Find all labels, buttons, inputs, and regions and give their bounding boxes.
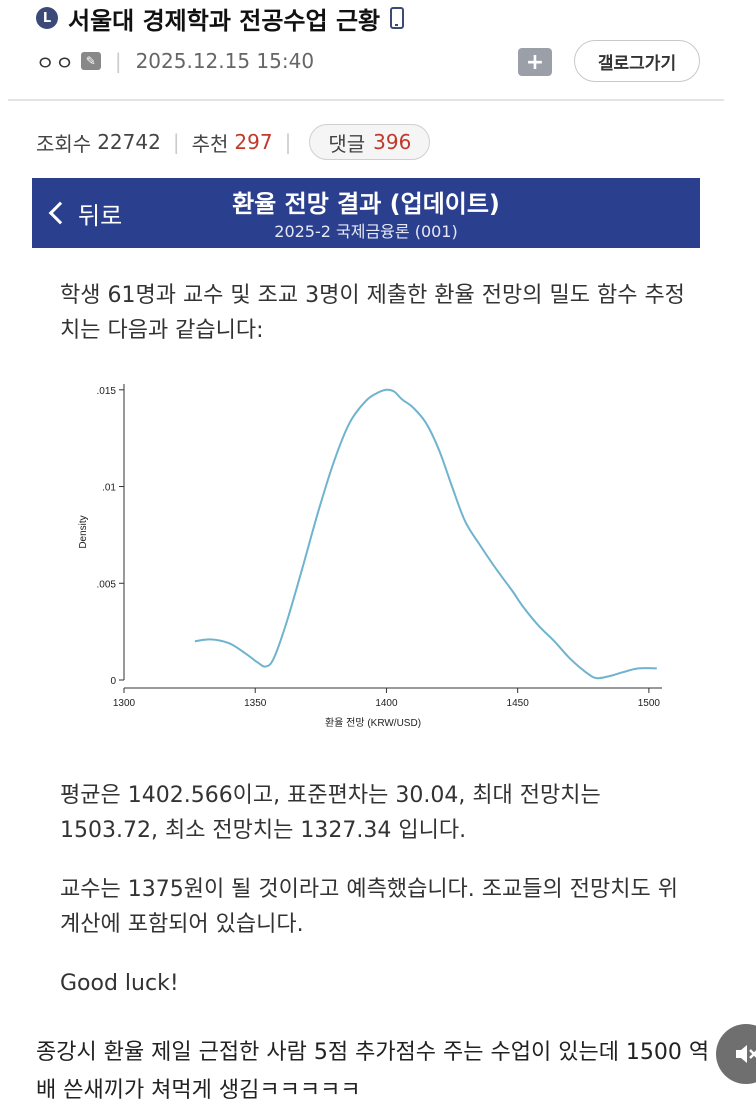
embedded-app-bar: 뒤로 환율 전망 결과 (업데이트) 2025-2 국제금융론 (001) xyxy=(32,178,700,248)
back-button[interactable]: 뒤로 xyxy=(46,178,122,248)
recommend-label: 추천 xyxy=(191,131,229,156)
y-axis-label: Density xyxy=(78,515,89,548)
comments-button[interactable]: 댓글 396 xyxy=(309,124,431,160)
board-icon[interactable]: L xyxy=(36,7,58,29)
x-tick-label: 1500 xyxy=(638,698,661,709)
comments-count: 396 xyxy=(373,130,412,154)
y-tick-label: .01 xyxy=(102,483,116,494)
x-tick-label: 1300 xyxy=(113,698,136,709)
embedded-subtitle: 2025-2 국제금융론 (001) xyxy=(274,222,458,241)
intro-text: 학생 61명과 교수 및 조교 3명이 제출한 환율 전망의 밀도 함수 추정치… xyxy=(60,283,685,343)
back-label: 뒤로 xyxy=(78,201,123,230)
post-meta: ㅇㅇ ✎ | 2025.12.15 15:40 xyxy=(36,46,314,76)
post-date: 2025.12.15 15:40 xyxy=(135,49,315,73)
x-tick-label: 1350 xyxy=(244,698,267,709)
header-divider xyxy=(8,99,724,101)
y-tick-label: 0 xyxy=(110,676,116,687)
embedded-title: 환율 전망 결과 (업데이트) xyxy=(232,190,500,218)
meta-divider: | xyxy=(114,49,122,73)
post-stats: 조회수 22742 | 추천 297 | 댓글 396 xyxy=(36,122,431,162)
post-caption: 종강시 환율 제일 근접한 사람 5점 추가점수 주는 수업이 있는데 1500… xyxy=(36,1040,710,1103)
gallery-button[interactable]: 갤로그가기 xyxy=(574,40,700,82)
x-tick-label: 1400 xyxy=(375,698,398,709)
density-line xyxy=(194,388,657,680)
views-count: 22742 xyxy=(97,130,161,154)
mute-button[interactable] xyxy=(716,1024,756,1084)
post-title: 서울대 경제학과 전공수업 근황 xyxy=(68,6,381,35)
writer-icon: ✎ xyxy=(80,52,101,70)
recommend-count: 297 xyxy=(234,130,273,154)
stats-divider: | xyxy=(284,130,292,154)
x-axis-label: 환율 전망 (KRW/USD) xyxy=(325,717,421,729)
x-tick-label: 1450 xyxy=(507,698,530,709)
mute-icon xyxy=(736,1045,756,1063)
density-chart: 0 .005 .01 .015 1300 1350 1400 1450 1500 환율 전망 (K… xyxy=(78,384,662,729)
mobile-icon xyxy=(390,7,405,29)
views-label: 조회수 xyxy=(36,131,92,156)
author-name[interactable]: ㅇㅇ xyxy=(36,50,75,75)
y-tick-label: .015 xyxy=(97,386,117,397)
professor-text: 교수는 1375원이 될 것이라고 예측했습니다. 조교들의 전망치도 위 계산… xyxy=(60,877,678,937)
comments-label: 댓글 xyxy=(328,131,366,156)
y-tick-label: .005 xyxy=(97,579,117,590)
closing-text: Good luck! xyxy=(60,971,179,996)
title-row: L 서울대 경제학과 전공수업 근황 xyxy=(36,2,405,35)
add-button[interactable]: + xyxy=(518,48,552,76)
stats-divider: | xyxy=(172,130,180,154)
stats-text: 평균은 1402.566이고, 표준편차는 30.04, 최대 전망치는 150… xyxy=(60,783,601,843)
